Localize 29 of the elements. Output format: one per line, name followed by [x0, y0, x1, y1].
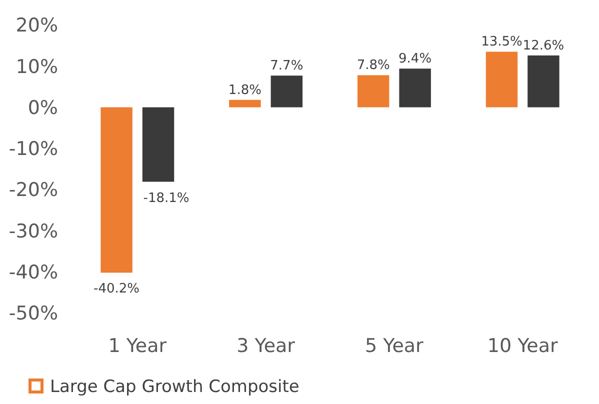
- data-label: 13.5%: [481, 34, 522, 50]
- data-label: 7.7%: [270, 58, 304, 74]
- bar: [100, 107, 132, 273]
- y-tick-label: -50%: [8, 302, 58, 325]
- x-tick-label: 3 Year: [236, 335, 296, 357]
- data-label: 9.4%: [398, 52, 432, 67]
- data-label: 12.6%: [522, 38, 564, 54]
- y-tick-label: -30%: [8, 220, 58, 242]
- bar: [270, 76, 303, 108]
- legend-label: Large Cap Growth Composite: [50, 377, 300, 397]
- bar: [357, 75, 390, 108]
- y-tick-label: 10%: [16, 56, 58, 78]
- y-tick-label: -40%: [8, 262, 58, 284]
- y-tick-label: -10%: [8, 138, 58, 160]
- y-tick-label: 20%: [16, 14, 58, 37]
- bar: [486, 52, 518, 108]
- data-label: -18.1%: [143, 190, 190, 206]
- bar: [399, 68, 431, 108]
- x-tick-label: 5 Year: [365, 335, 424, 357]
- y-tick-label: -20%: [8, 179, 58, 202]
- data-label: 1.8%: [228, 82, 262, 98]
- y-tick-label: 0%: [28, 96, 58, 119]
- data-label: 7.8%: [356, 58, 390, 74]
- data-label: -40.2%: [94, 282, 140, 297]
- bar: [142, 107, 174, 182]
- x-tick-label: 1 Year: [108, 335, 167, 357]
- bar: [528, 55, 560, 108]
- x-tick-label: 10 Year: [487, 335, 558, 357]
- bar: [229, 100, 261, 108]
